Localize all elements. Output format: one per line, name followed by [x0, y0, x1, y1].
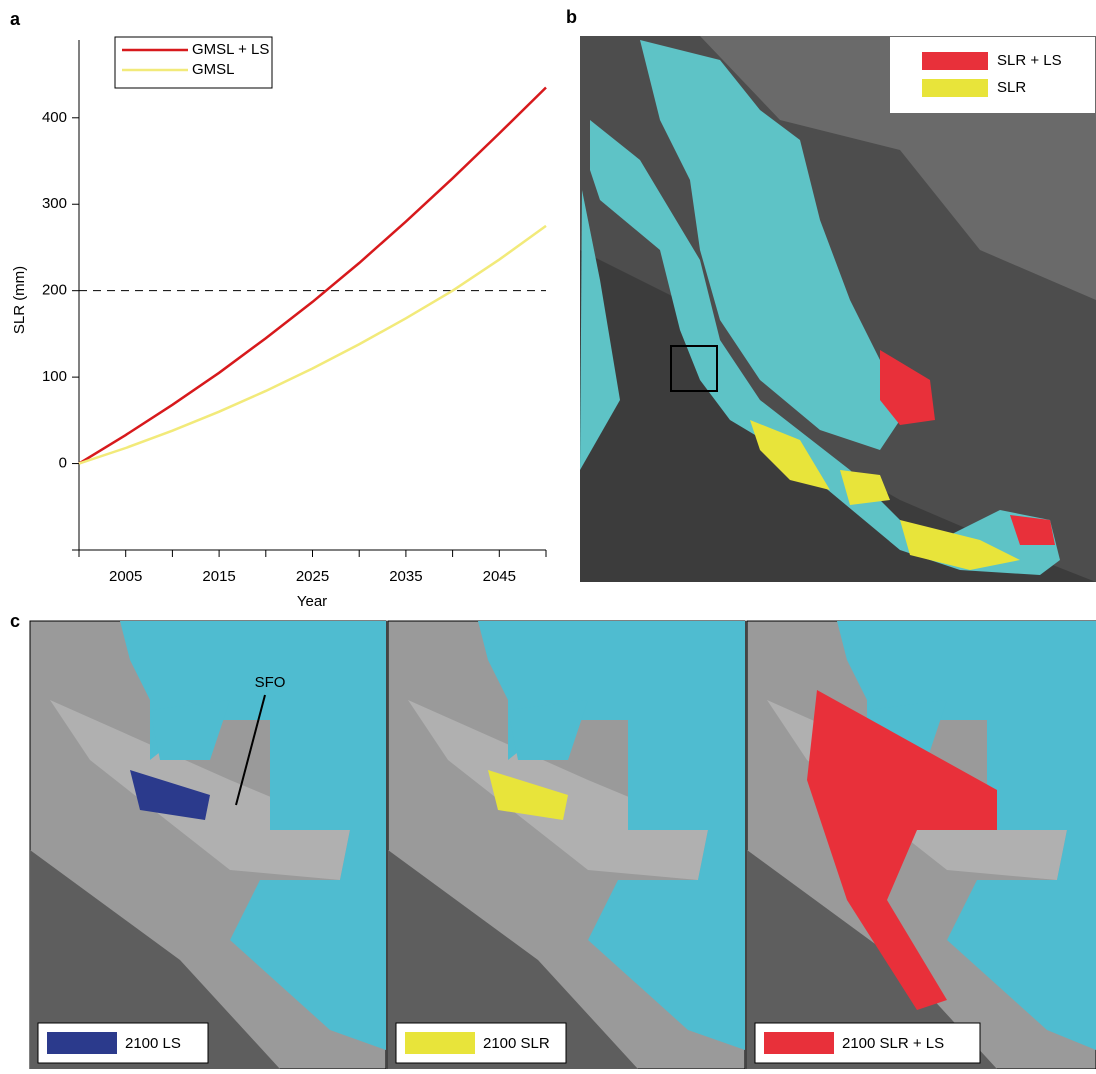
x-tick-label: 2005	[109, 568, 142, 585]
y-tick-label: 400	[42, 109, 67, 126]
panel-label: b	[566, 7, 577, 27]
legend-swatch	[922, 52, 988, 70]
legend-label: 2100 SLR + LS	[842, 1035, 944, 1052]
legend-label: 2100 SLR	[483, 1035, 550, 1052]
x-tick-label: 2025	[296, 568, 329, 585]
panel-label: c	[10, 611, 20, 631]
panel-label: a	[10, 9, 21, 29]
y-tick-label: 200	[42, 282, 67, 299]
chart-a: SLR (mm) Year 0 100 200 300 400 2005 2015 2025 2…	[11, 37, 546, 610]
series-line	[79, 226, 546, 464]
map-panel: 2100 SLR + LS	[747, 621, 1096, 1069]
legend-swatch	[764, 1032, 834, 1054]
legend-swatch	[405, 1032, 475, 1054]
legend-box	[890, 37, 1095, 113]
x-axis-label: Year	[297, 593, 327, 610]
legend-label: SLR + LS	[997, 52, 1062, 69]
map-panel: 2100 LS	[30, 621, 386, 1069]
legend-swatch	[922, 79, 988, 97]
legend-label: 2100 LS	[125, 1035, 181, 1052]
figure: a b c SLR (mm) Year 0 100 200 300 400 2005 201…	[0, 0, 1096, 1069]
legend-label: GMSL	[192, 61, 235, 78]
legend-label: SLR	[997, 79, 1026, 96]
y-tick-label: 0	[59, 455, 67, 472]
y-tick-label: 300	[42, 195, 67, 212]
y-tick-label: 100	[42, 368, 67, 385]
x-tick-label: 2045	[483, 568, 516, 585]
y-axis-label: SLR (mm)	[11, 266, 28, 334]
map-panel: 2100 SLR	[388, 621, 745, 1069]
legend-label: GMSL + LS	[192, 41, 269, 58]
map-c: 2100 LS 2100 SLR 2100 SLR + LS SFO	[30, 621, 1096, 1069]
annotation: SFO	[255, 674, 286, 691]
map-b	[580, 36, 1096, 582]
x-tick-label: 2035	[389, 568, 422, 585]
legend-swatch	[47, 1032, 117, 1054]
x-tick-label: 2015	[202, 568, 235, 585]
